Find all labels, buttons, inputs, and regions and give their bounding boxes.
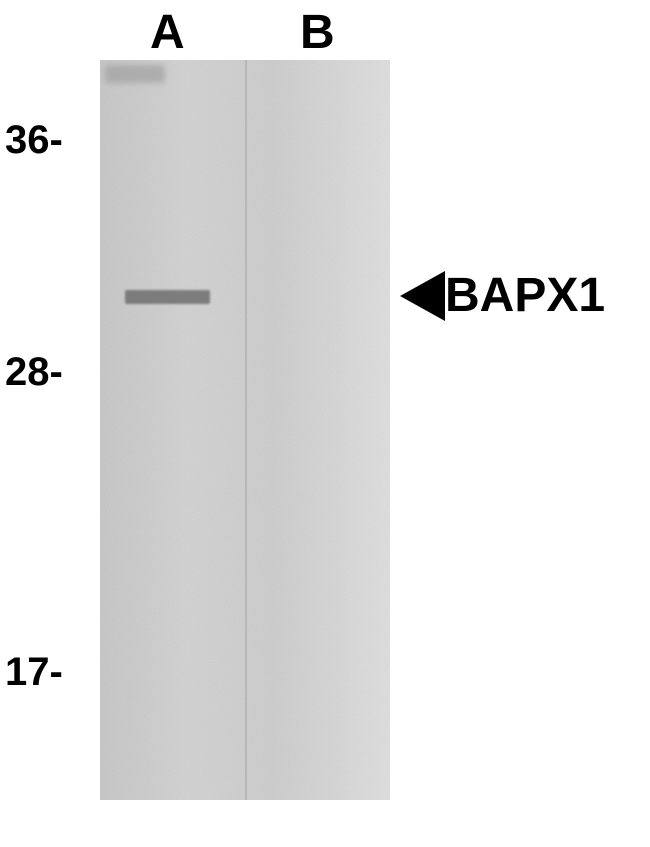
- blot-membrane: [100, 60, 390, 800]
- lane-divider: [245, 60, 247, 800]
- blot-background: [100, 60, 390, 800]
- protein-annotation: BAPX1: [400, 268, 605, 323]
- western-blot-figure: A B 36- 28- 17- BAPX1: [0, 0, 650, 847]
- lane-label-b: B: [300, 5, 335, 60]
- lane-label-a: A: [150, 5, 185, 60]
- top-smudge: [105, 65, 165, 83]
- marker-28: 28-: [5, 350, 63, 395]
- protein-name: BAPX1: [445, 268, 605, 323]
- marker-36: 36-: [5, 118, 63, 163]
- marker-17: 17-: [5, 650, 63, 695]
- bapx1-band: [125, 290, 210, 304]
- arrow-left-icon: [400, 271, 445, 321]
